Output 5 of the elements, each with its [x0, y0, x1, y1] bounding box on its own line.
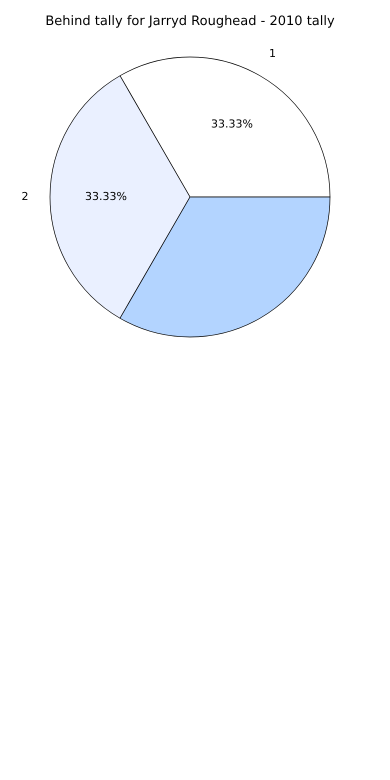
slice-label: 1 [269, 47, 276, 60]
data-label: 33.33% [85, 190, 127, 203]
data-label: 33.33% [211, 117, 253, 130]
slice-label: 2 [22, 190, 28, 203]
chart-title: Behind tally for Jarryd Roughead - 2010 tally [45, 14, 335, 29]
